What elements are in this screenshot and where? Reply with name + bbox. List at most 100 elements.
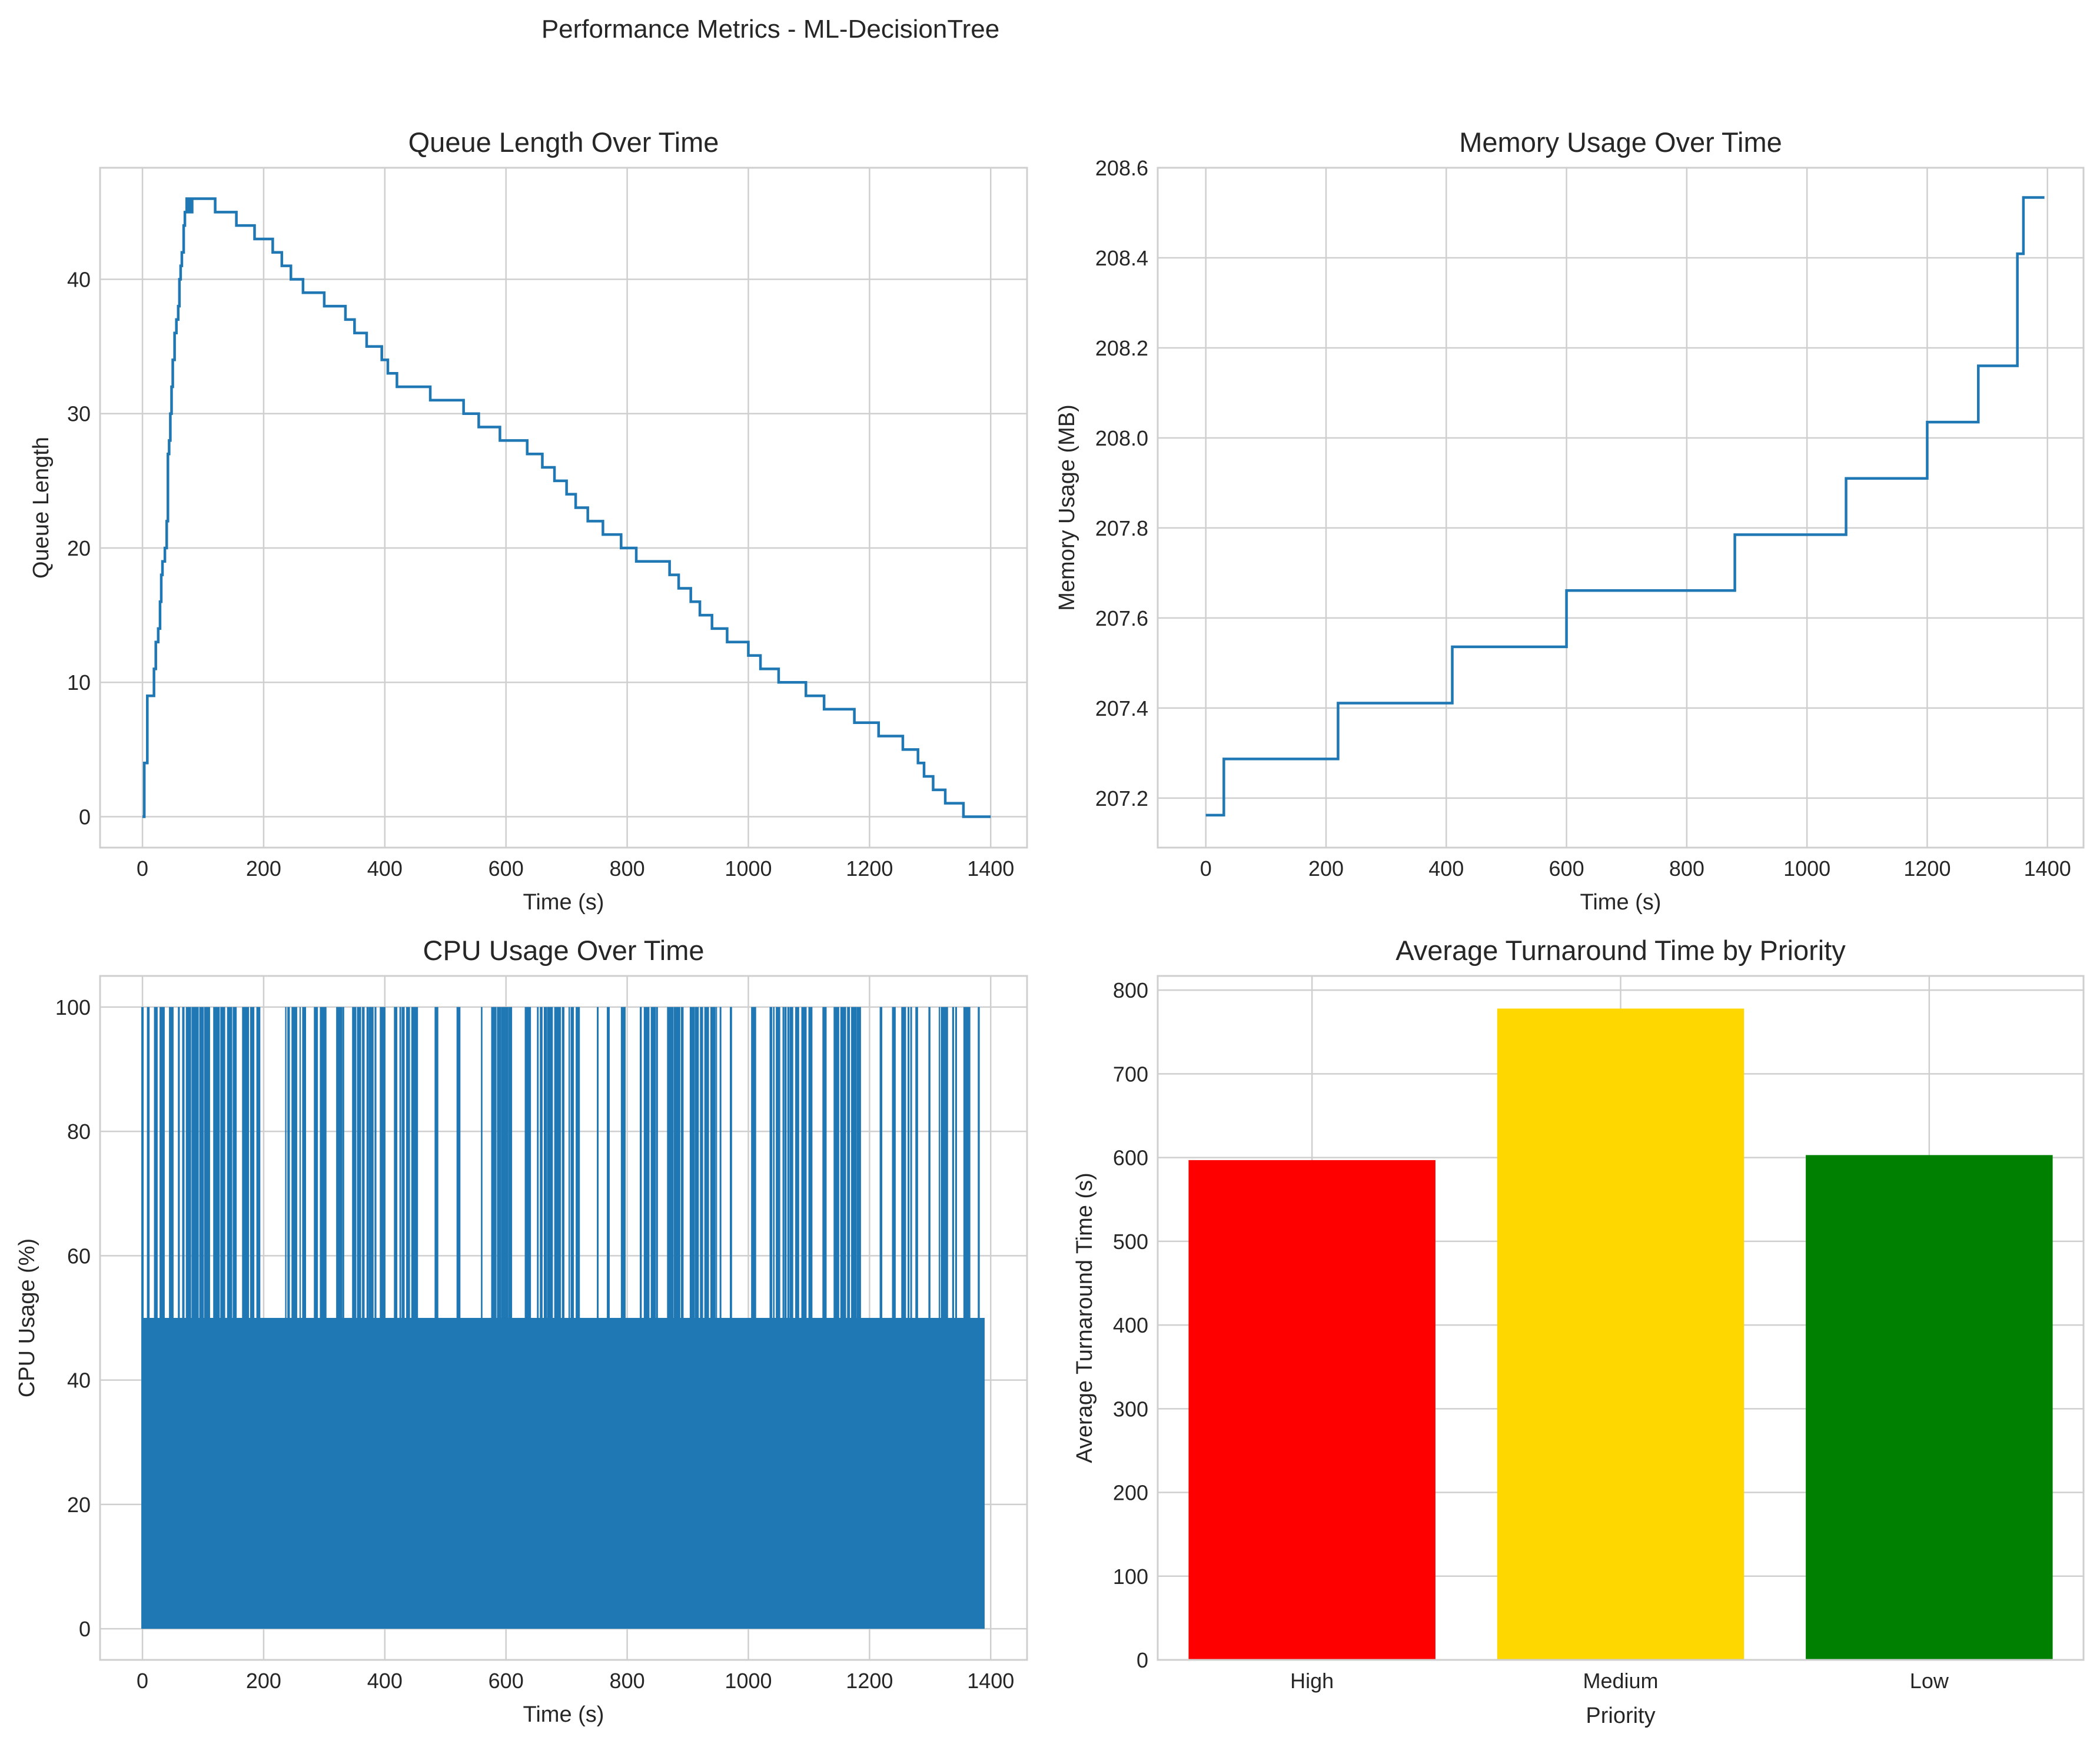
cpu-spike [776, 1007, 780, 1318]
figure-suptitle: Performance Metrics - ML-DecisionTree [541, 15, 999, 44]
cpu-spike [656, 1007, 658, 1318]
cpu-spike [185, 1007, 191, 1318]
memory-title: Memory Usage Over Time [1459, 127, 1782, 158]
turnaround-y-tick-label: 500 [1113, 1230, 1148, 1254]
memory-x-tick-label: 0 [1200, 856, 1212, 881]
memory-series-line [1205, 196, 2045, 817]
bar-label-medium: Medium [1583, 1669, 1658, 1693]
queue-x-tick-label: 1400 [967, 856, 1014, 881]
queue-x-tick-label: 0 [137, 856, 148, 881]
cpu-spike [481, 1007, 483, 1318]
memory-x-tick-label: 200 [1308, 856, 1344, 881]
cpu-spike [524, 1007, 531, 1318]
memory-x-tick-label: 600 [1549, 856, 1584, 881]
cpu-spike [710, 1007, 716, 1318]
queue-y-tick-label: 40 [67, 267, 91, 291]
cpu-spike [879, 1007, 883, 1318]
cpu-spike [773, 1007, 775, 1318]
turnaround-y-tick-label: 800 [1113, 978, 1148, 1002]
cpu-usage-chart: 0 200 400 600 800 1000 1200 1400 0 20 40 60 80 100 CPU… [15, 935, 1028, 1727]
turnaround-bars [1188, 1008, 2053, 1660]
cpu-spike [191, 1007, 199, 1318]
cpu-spike [342, 1007, 344, 1318]
cpu-spike [540, 1007, 543, 1318]
cpu-spike [695, 1007, 699, 1318]
cpu-spike [213, 1007, 220, 1318]
cpu-spike [769, 1007, 773, 1318]
cpu-spike [256, 1007, 261, 1318]
turnaround-y-tick-label: 600 [1113, 1146, 1148, 1170]
turnaround-bar-chart: 0 100 200 300 400 500 600 700 800 High Medium Low Av… [1072, 935, 2085, 1728]
memory-usage-chart: 0 200 400 600 800 1000 1200 1400 207.2 207.4 207.6… [1055, 127, 2085, 915]
queue-x-tick-label: 1000 [725, 856, 772, 881]
cpu-spike [901, 1007, 906, 1318]
memory-y-tick-label: 207.4 [1095, 696, 1148, 720]
cpu-spike [242, 1007, 250, 1318]
queue-ticks: 0 200 400 600 800 1000 1200 1400 0 10 20 30 40 [67, 267, 1014, 881]
bar-label-high: High [1290, 1669, 1334, 1693]
memory-y-tick-label: 208.0 [1095, 426, 1148, 450]
bar-high [1188, 1160, 1436, 1660]
cpu-x-tick-label: 0 [137, 1669, 148, 1693]
turnaround-ticks: 0 100 200 300 400 500 600 700 800 High Medium Low [1113, 978, 1949, 1693]
cpu-series [141, 1007, 985, 1629]
turnaround-title: Average Turnaround Time by Priority [1395, 935, 1846, 966]
cpu-spike [782, 1007, 785, 1318]
memory-y-tick-label: 208.6 [1095, 156, 1148, 180]
memory-x-tick-label: 800 [1669, 856, 1704, 881]
cpu-spike [576, 1007, 580, 1318]
queue-series-line [142, 197, 991, 818]
cpu-spike [915, 1007, 918, 1318]
cpu-spike [847, 1007, 850, 1318]
turnaround-ylabel: Average Turnaround Time (s) [1072, 1173, 1097, 1463]
turnaround-y-tick-label: 200 [1113, 1481, 1148, 1505]
queue-length-chart: 0 200 400 600 800 1000 1200 1400 0 10 20 30 40 Queue … [29, 127, 1028, 915]
cpu-spike [952, 1007, 955, 1318]
cpu-spike [784, 1007, 787, 1318]
memory-gridlines [1158, 167, 2084, 848]
cpu-spike [227, 1007, 232, 1318]
cpu-spike [199, 1007, 204, 1318]
cpu-spike [840, 1007, 846, 1318]
cpu-spike [291, 1007, 297, 1318]
cpu-spike [719, 1007, 722, 1318]
cpu-spike [497, 1007, 501, 1318]
cpu-spike [509, 1007, 513, 1318]
cpu-spike [314, 1007, 318, 1318]
cpu-spike [667, 1007, 674, 1318]
cpu-spike [399, 1007, 401, 1318]
cpu-y-tick-label: 0 [79, 1617, 91, 1641]
queue-xlabel: Time (s) [523, 890, 604, 915]
cpu-ticks: 0 200 400 600 800 1000 1200 1400 0 20 40 60 80 100 [55, 995, 1014, 1693]
memory-axes-frame [1157, 167, 2085, 849]
cpu-spike [204, 1007, 210, 1318]
queue-x-tick-label: 200 [246, 856, 281, 881]
cpu-spike [833, 1007, 839, 1318]
turnaround-y-tick-label: 100 [1113, 1565, 1148, 1589]
cpu-spike [320, 1007, 327, 1318]
queue-y-tick-label: 10 [67, 670, 91, 695]
cpu-spike [568, 1007, 570, 1318]
cpu-x-tick-label: 1400 [967, 1669, 1014, 1693]
memory-y-tick-label: 207.8 [1095, 516, 1148, 540]
cpu-spike [673, 1007, 680, 1318]
cpu-spike [620, 1007, 626, 1318]
cpu-y-tick-label: 40 [67, 1369, 91, 1393]
memory-y-tick-label: 207.2 [1095, 786, 1148, 811]
cpu-spike [491, 1007, 497, 1318]
cpu-x-tick-label: 400 [367, 1669, 403, 1693]
cpu-spike [368, 1007, 374, 1318]
memory-x-tick-label: 1000 [1783, 856, 1830, 881]
cpu-x-tick-label: 800 [610, 1669, 645, 1693]
cpu-spike [501, 1007, 509, 1318]
cpu-spike [751, 1007, 756, 1318]
cpu-spike [336, 1007, 343, 1318]
cpu-spike [302, 1007, 307, 1318]
cpu-spike [537, 1007, 539, 1318]
cpu-title: CPU Usage Over Time [423, 935, 705, 966]
turnaround-y-tick-label: 700 [1113, 1062, 1148, 1086]
cpu-xlabel: Time (s) [523, 1702, 604, 1727]
queue-y-tick-label: 20 [67, 536, 91, 560]
cpu-x-tick-label: 200 [246, 1669, 281, 1693]
